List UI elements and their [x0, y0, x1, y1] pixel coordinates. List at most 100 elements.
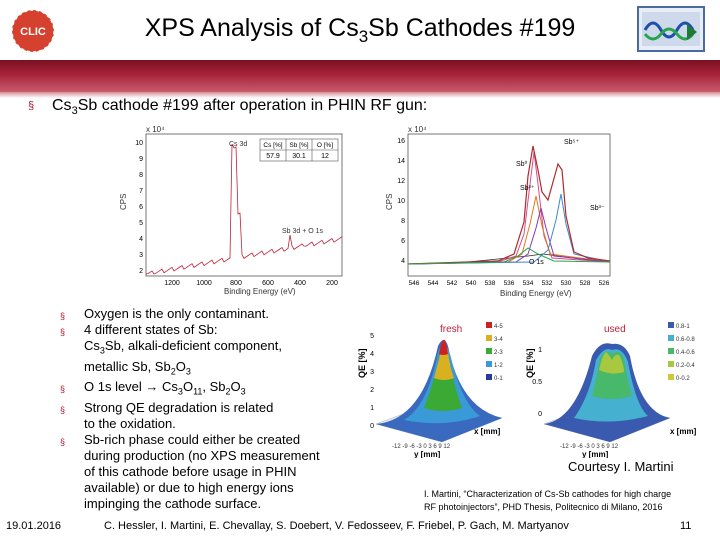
detail-xtick-label: 544: [428, 280, 439, 287]
svg-text:-12 -9 -6 -3 0 3 6 9 12: -12 -9 -6 -3 0 3 6 9 12: [392, 444, 451, 450]
qe-fresh-legend-swatch: [486, 361, 492, 367]
qe-used-svg: QE [%] 1 0.5 0 used 0.8-1 0.6-0.8 0.4-0.6 0.2…: [525, 322, 697, 459]
qe-fresh-ztick: 1: [370, 405, 374, 412]
detail-xtick-label: 538: [485, 280, 496, 287]
survey-ylabel: CPS: [119, 194, 128, 210]
page-number: 11: [680, 520, 692, 532]
qe-fresh-legend-swatch: [486, 335, 492, 341]
survey-xtick-label: 200: [326, 280, 338, 287]
qe-fresh-ztick: 5: [370, 333, 374, 340]
header-band: [0, 60, 720, 98]
qe-used-legend-swatch: [668, 348, 674, 354]
survey-ytick-label: 2: [139, 268, 143, 275]
detail-o1s-peak: [407, 247, 611, 265]
qe-used-ztick: 1: [538, 347, 542, 354]
qe-map-fresh: QE [%] 5 4 3 2 1 0 fresh 4-5 3-4 2-3 1-2 0-1 -12 …: [352, 316, 514, 459]
xps-detail-chart: x 10⁴ CPS 16 14 12 10 8 6 4 546 544 542 540 538 536…: [378, 124, 618, 300]
qe-used-legend-label: 0.8-1: [676, 324, 690, 330]
qe-fresh-ztick: 2: [370, 387, 374, 394]
survey-ytick-label: 5: [139, 220, 143, 227]
qe-used-ylabel: y [mm]: [582, 450, 609, 458]
svg-text:-12 -9 -6 -3 0 3 6 9 12: -12 -9 -6 -3 0 3 6 9 12: [560, 444, 619, 450]
qe-used-surface-top: [599, 352, 624, 374]
qe-fresh-legend-swatch: [486, 374, 492, 380]
qe-used-zlabel: QE [%]: [525, 348, 535, 378]
bullet-icon: §: [60, 404, 66, 415]
detail-frame: [407, 133, 611, 277]
survey-exponent: x 10⁴: [146, 125, 165, 134]
detail-sb0-label: Sb⁰: [516, 160, 528, 168]
reference-line-1: I. Martini, “Characterization of Cs-Sb c…: [424, 489, 672, 499]
table-value-o: 12: [321, 153, 329, 160]
clic-logo-icon: CLIC: [11, 9, 55, 53]
survey-ytick-label: 4: [139, 236, 143, 243]
detail-xtick-label: 530: [561, 280, 572, 287]
bullet-list: § Oxygen is the only contaminant. § 4 diffe…: [60, 306, 352, 512]
qe-used-legend-label: 0-0.2: [676, 376, 690, 382]
qe-fresh-legend-swatch: [486, 348, 492, 354]
svg-text:CLIC: CLIC: [20, 26, 46, 38]
bullet-icon: §: [60, 311, 66, 321]
qe-used-ztick: 0: [538, 411, 542, 418]
qe-used-xlabel: x [mm]: [670, 427, 697, 436]
detail-xlabel: Binding Energy (eV): [500, 289, 572, 298]
qe-fresh-surface-top: [434, 343, 454, 380]
bullet-item: § Oxygen is the only contaminant.: [60, 306, 352, 322]
intro-text: Cs3Sb cathode #199 after operation in PH…: [52, 97, 428, 118]
qe-fresh-legend-label: 4-5: [494, 324, 503, 330]
survey-ytick-label: 9: [139, 156, 143, 163]
survey-ytick-label: 6: [139, 204, 143, 211]
survey-spectrum-line: [145, 143, 343, 275]
footer-date: 19.01.2016: [6, 520, 62, 532]
qe-fresh-ylabel: y [mm]: [414, 450, 441, 458]
xps-survey-chart: x 10⁴ CPS 10 9 8 7 6 5 4 3 2 1200 1000 800 600 400 20…: [112, 124, 352, 300]
qe-fresh-legend-label: 2-3: [494, 350, 503, 356]
xps-survey-svg: x 10⁴ CPS 10 9 8 7 6 5 4 3 2 1200 1000 800 600 400 20…: [119, 125, 343, 296]
survey-xtick-label: 1000: [196, 280, 212, 287]
bullet-icon: §: [60, 436, 66, 447]
detail-sb3minus-label: Sb³⁻: [590, 205, 605, 212]
table-header-cs: Cs [%]: [263, 142, 282, 149]
qe-fresh-xlabel: x [mm]: [474, 427, 501, 436]
survey-ytick-label: 8: [139, 172, 143, 179]
qe-fresh-ztick: 0: [370, 423, 374, 430]
qe-fresh-label: fresh: [440, 324, 462, 335]
bullet-icon: §: [28, 100, 35, 112]
survey-ytick-label: 7: [139, 188, 143, 195]
qe-used-ztick: 0.5: [532, 379, 542, 386]
qe-fresh-legend-label: 0-1: [494, 376, 503, 382]
survey-xlabel: Binding Energy (eV): [224, 287, 296, 296]
qe-fresh-zlabel: QE [%]: [357, 348, 367, 378]
qe-fresh-ztick: 3: [370, 369, 374, 376]
detail-ytick-label: 4: [401, 258, 405, 265]
detail-ytick-label: 10: [397, 198, 405, 205]
bullet-icon: §: [60, 327, 66, 337]
qe-used-legend-swatch: [668, 361, 674, 367]
bullet-icon: §: [60, 384, 66, 395]
detail-envelope-line: [407, 145, 611, 265]
ctf-logo: [637, 6, 705, 52]
qe-fresh-surface-peak: [439, 339, 448, 355]
survey-xtick-label: 1200: [164, 280, 180, 287]
detail-ytick-label: 12: [397, 178, 405, 185]
bullet-item: § 4 different states of Sb: Cs3Sb, alkali-…: [60, 322, 282, 377]
qe-used-legend-swatch: [668, 322, 674, 328]
reference-line-2: RF photoinjectors”, PHD Thesis, Politecn…: [424, 502, 663, 512]
qe-fresh-legend-swatch: [486, 322, 492, 328]
clic-logo: CLIC: [10, 8, 56, 54]
survey-ytick-label: 10: [135, 140, 143, 147]
courtesy-text: Courtesy I. Martini: [568, 459, 674, 474]
detail-xtick-label: 542: [447, 280, 458, 287]
survey-xtick-label: 600: [262, 280, 274, 287]
slide-title: XPS Analysis of Cs3Sb Cathodes #199: [144, 14, 576, 46]
detail-sb5plus-label: Sb⁵⁺: [564, 139, 579, 146]
detail-xtick-label: 546: [409, 280, 420, 287]
survey-frame: [145, 133, 343, 277]
detail-xtick-label: 528: [580, 280, 591, 287]
survey-xtick-label: 400: [294, 280, 306, 287]
qe-used-legend-label: 0.6-0.8: [676, 337, 695, 343]
detail-xtick-label: 526: [599, 280, 610, 287]
qe-used-legend-label: 0.2-0.4: [676, 363, 695, 369]
footer-authors: C. Hessler, I. Martini, E. Chevallay, S.…: [104, 520, 569, 532]
qe-fresh-ztick: 4: [370, 351, 374, 358]
